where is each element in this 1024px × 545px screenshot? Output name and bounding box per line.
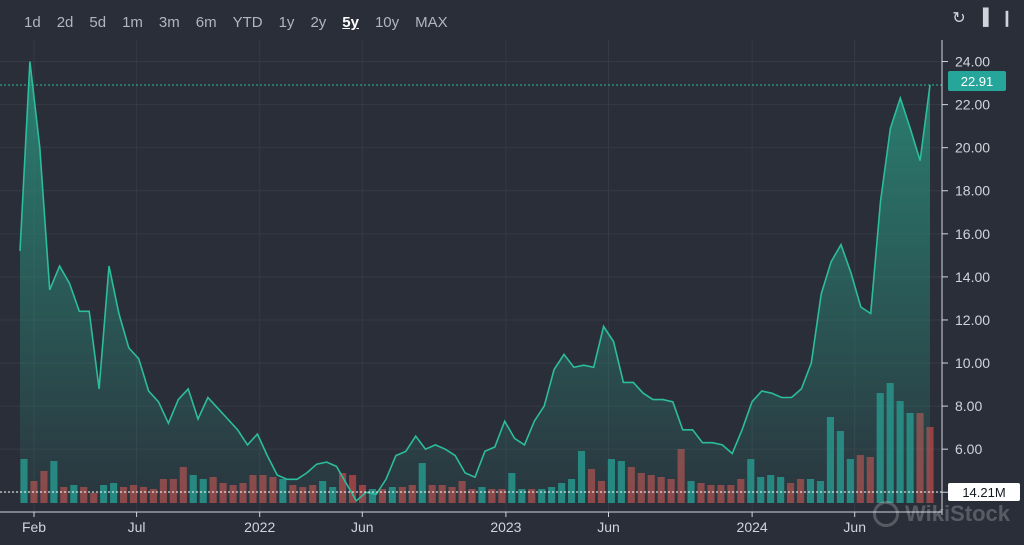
refresh-icon[interactable]: ↻ bbox=[952, 10, 966, 27]
range-button-1y[interactable]: 1y bbox=[278, 14, 295, 31]
y-tick-label: 14.00 bbox=[955, 269, 990, 285]
last-price-badge: 22.91 bbox=[948, 71, 1006, 91]
x-tick-label: Jul bbox=[128, 519, 146, 535]
range-button-6m[interactable]: 6m bbox=[195, 14, 217, 31]
y-tick-label: 22.00 bbox=[955, 97, 990, 113]
last-volume-badge: 14.21M bbox=[948, 483, 1020, 501]
x-tick-label: 2023 bbox=[490, 519, 521, 535]
x-tick-label: Jun bbox=[843, 519, 866, 535]
volume-bar bbox=[348, 475, 357, 503]
range-button-1d[interactable]: 1d bbox=[24, 14, 41, 31]
x-axis: Feb Jul 2022 Jun 2023 Jun 2024 Jun bbox=[0, 511, 942, 535]
bar-chart-icon[interactable]: ▐ bbox=[977, 9, 989, 26]
x-tick-label: Jun bbox=[351, 519, 374, 535]
y-tick-label: 12.00 bbox=[955, 312, 990, 328]
y-tick-label: 6.00 bbox=[955, 441, 982, 457]
watermark-text: WikiStock bbox=[905, 501, 1010, 526]
chart-toolbar: ↻ ▐ ❙ bbox=[950, 8, 1016, 28]
range-button-10y[interactable]: 10y bbox=[374, 14, 400, 31]
range-button-5d[interactable]: 5d bbox=[89, 14, 107, 31]
watermark-logo-icon bbox=[873, 501, 900, 527]
range-button-3m[interactable]: 3m bbox=[158, 14, 180, 31]
y-tick-label: 10.00 bbox=[955, 355, 990, 371]
range-button-2y[interactable]: 2y bbox=[310, 14, 327, 31]
range-button-1m[interactable]: 1m bbox=[122, 14, 143, 31]
volume-bar bbox=[358, 485, 367, 503]
y-tick-label: 18.00 bbox=[955, 183, 990, 199]
x-tick-label: 2024 bbox=[737, 519, 768, 535]
price-area bbox=[20, 61, 930, 503]
x-tick-label: 2022 bbox=[244, 519, 275, 535]
x-tick-label: Jun bbox=[597, 519, 620, 535]
range-button-max[interactable]: MAX bbox=[415, 14, 448, 31]
range-selector: 1d 2d 5d 1m 3m 6m YTD 1y 2y 5y 10y MAX bbox=[16, 12, 456, 33]
y-tick-label: 24.00 bbox=[955, 54, 990, 70]
range-button-5y[interactable]: 5y bbox=[342, 14, 359, 31]
y-axis: 4.006.008.0010.0012.0014.0016.0018.0020.… bbox=[941, 40, 990, 515]
range-button-2d[interactable]: 2d bbox=[56, 14, 74, 31]
y-tick-label: 8.00 bbox=[955, 398, 982, 414]
y-tick-label: 16.00 bbox=[955, 226, 990, 242]
y-tick-label: 20.00 bbox=[955, 140, 990, 156]
watermark: WikiStock bbox=[873, 501, 1010, 527]
price-line bbox=[19, 61, 931, 503]
candlestick-icon[interactable]: ❙ bbox=[1000, 10, 1014, 27]
x-tick-label: Feb bbox=[22, 519, 46, 535]
range-button-ytd[interactable]: YTD bbox=[232, 14, 263, 31]
